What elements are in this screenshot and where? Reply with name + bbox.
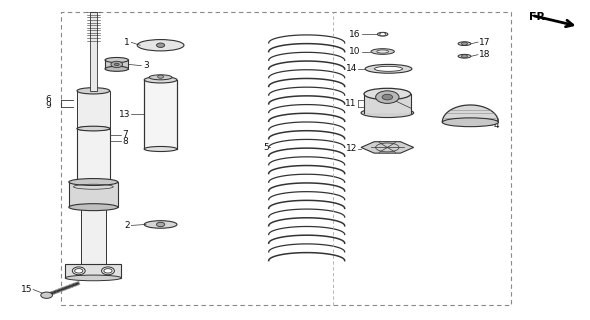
Text: 13: 13 — [119, 110, 130, 119]
Circle shape — [461, 55, 467, 58]
Bar — [69, 182, 118, 207]
Bar — [90, 12, 97, 91]
Text: 8: 8 — [123, 137, 129, 146]
Circle shape — [376, 91, 399, 103]
Text: FR.: FR. — [529, 12, 549, 22]
Bar — [105, 60, 129, 69]
Ellipse shape — [101, 267, 114, 275]
Circle shape — [114, 63, 119, 66]
Ellipse shape — [144, 221, 177, 228]
Circle shape — [461, 42, 467, 45]
Ellipse shape — [65, 275, 122, 281]
Text: 18: 18 — [479, 50, 491, 59]
Ellipse shape — [77, 126, 110, 131]
Ellipse shape — [458, 54, 471, 58]
Circle shape — [382, 94, 392, 100]
Circle shape — [111, 61, 123, 68]
Ellipse shape — [149, 75, 172, 80]
Circle shape — [156, 43, 165, 47]
Ellipse shape — [105, 66, 129, 71]
Polygon shape — [442, 105, 499, 122]
Text: 12: 12 — [346, 145, 357, 154]
Text: 2: 2 — [124, 221, 130, 230]
Text: 10: 10 — [349, 47, 360, 56]
Text: 4: 4 — [494, 121, 499, 130]
Circle shape — [156, 222, 165, 227]
Text: 14: 14 — [346, 64, 357, 73]
Ellipse shape — [377, 50, 388, 53]
Text: 15: 15 — [21, 285, 32, 294]
Bar — [65, 264, 122, 278]
Ellipse shape — [144, 147, 177, 151]
Ellipse shape — [364, 88, 411, 100]
Circle shape — [380, 33, 386, 36]
Circle shape — [104, 269, 112, 273]
Circle shape — [75, 269, 83, 273]
Ellipse shape — [105, 58, 129, 62]
Text: 16: 16 — [349, 30, 360, 39]
Bar — [61, 12, 512, 305]
Ellipse shape — [137, 40, 184, 51]
Bar — [77, 129, 110, 207]
Text: 7: 7 — [123, 130, 129, 139]
Ellipse shape — [77, 126, 110, 131]
Bar — [144, 80, 177, 149]
Ellipse shape — [458, 42, 471, 45]
Text: 9: 9 — [45, 101, 51, 110]
Polygon shape — [361, 142, 414, 153]
Ellipse shape — [144, 77, 177, 83]
Text: 1: 1 — [124, 38, 130, 47]
Ellipse shape — [73, 267, 85, 275]
Ellipse shape — [371, 49, 394, 54]
Ellipse shape — [375, 66, 402, 71]
Ellipse shape — [69, 204, 118, 211]
Text: 11: 11 — [346, 99, 357, 108]
Text: 6: 6 — [45, 95, 51, 104]
Text: 3: 3 — [143, 61, 149, 70]
Bar — [77, 91, 110, 129]
Ellipse shape — [77, 88, 110, 94]
Circle shape — [158, 75, 163, 78]
Ellipse shape — [361, 108, 414, 117]
Circle shape — [41, 292, 53, 298]
Ellipse shape — [69, 179, 118, 186]
Bar — [364, 94, 411, 113]
Text: 5: 5 — [263, 143, 268, 152]
Ellipse shape — [442, 118, 499, 127]
Ellipse shape — [378, 32, 388, 36]
Bar — [80, 207, 106, 264]
Ellipse shape — [77, 205, 110, 209]
Ellipse shape — [365, 64, 412, 73]
Text: 17: 17 — [479, 37, 491, 47]
